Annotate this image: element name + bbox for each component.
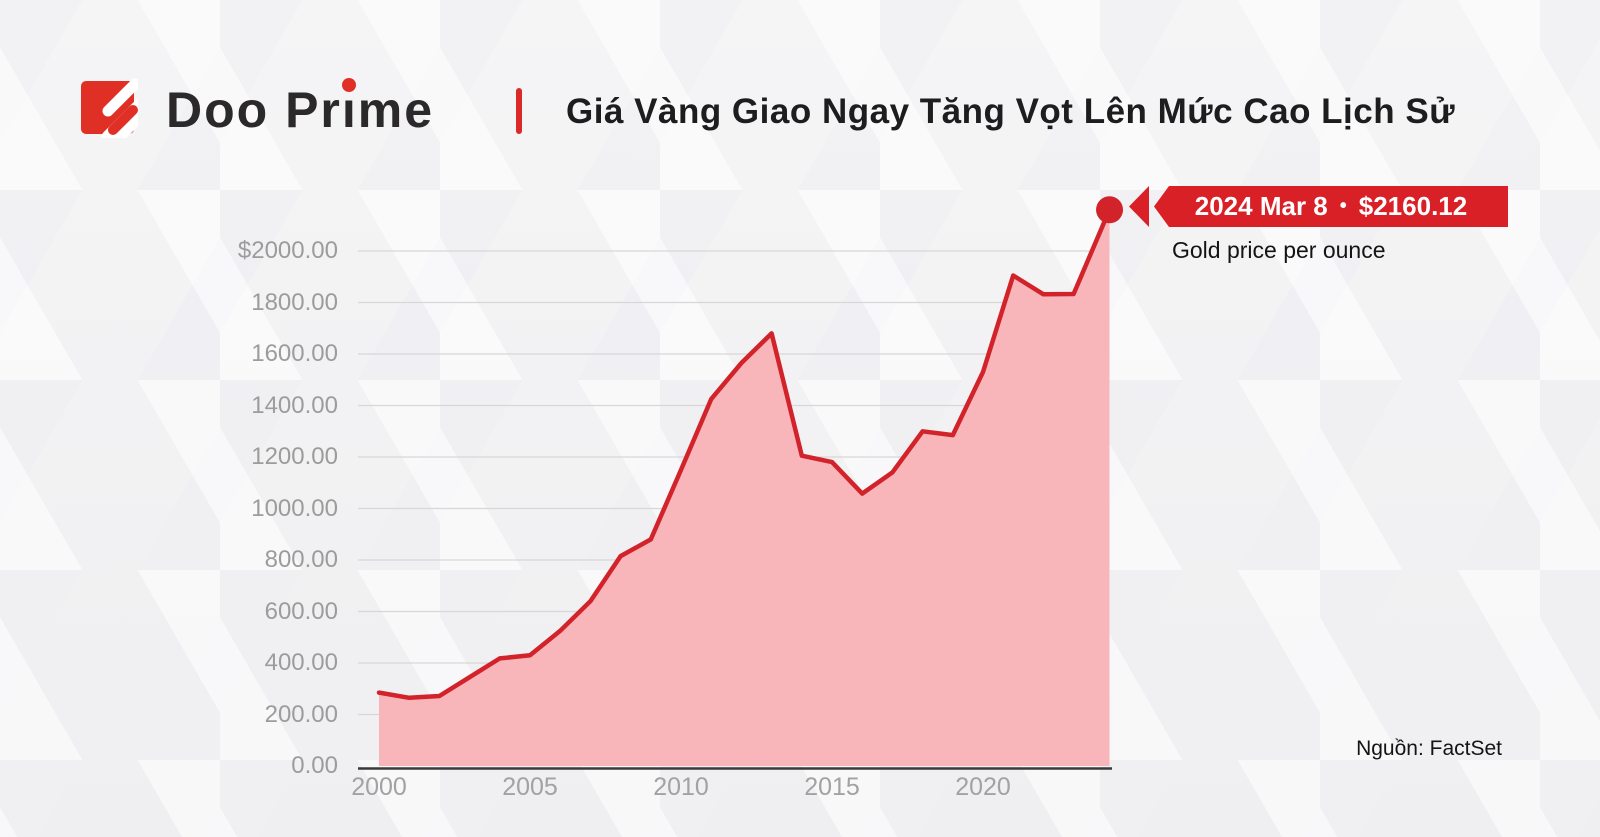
page-title: Giá Vàng Giao Ngay Tăng Vọt Lên Mức Cao … xyxy=(566,92,1456,131)
brand-i-dot xyxy=(342,78,356,92)
brand-wordmark: Doo Prıme xyxy=(166,82,435,138)
x-axis-tick-label: 2010 xyxy=(653,773,709,801)
x-axis-tick-label: 2020 xyxy=(955,773,1011,801)
price-line xyxy=(376,207,1112,701)
y-axis-tick-label: $2000.00 xyxy=(237,237,338,264)
x-axis-tick-label: 2005 xyxy=(502,773,558,801)
y-axis-tick-label: 600.00 xyxy=(264,597,338,625)
y-axis-tick-label: 1800.00 xyxy=(251,288,338,316)
doo-prime-logo-icon xyxy=(81,78,138,138)
y-axis-tick-label: 1200.00 xyxy=(251,443,338,470)
y-axis-tick-label: 0.00 xyxy=(291,752,338,779)
x-axis-tick-label: 2000 xyxy=(351,773,407,801)
source-note: Nguồn: FactSet xyxy=(1356,737,1502,760)
callout-badge: 2024 Mar 8 • $2160.12 xyxy=(1154,186,1508,227)
header-divider xyxy=(516,88,522,134)
x-axis-tick-label: 2015 xyxy=(804,773,860,801)
y-axis-tick-label: 400.00 xyxy=(264,649,338,676)
y-axis-tick-label: 1400.00 xyxy=(251,391,338,419)
y-axis-tick-label: 1000.00 xyxy=(251,494,338,522)
callout-price: $2160.12 xyxy=(1358,191,1468,221)
callout-caption: Gold price per ounce xyxy=(1172,237,1386,263)
callout-date: 2024 Mar 8 xyxy=(1194,191,1328,221)
price-point-marker xyxy=(1096,196,1124,224)
callout-bullet-icon: • xyxy=(1339,195,1347,217)
y-axis-tick-label: 200.00 xyxy=(264,700,338,728)
area-fill xyxy=(379,209,1110,767)
y-axis-tick-label: 800.00 xyxy=(264,546,338,573)
y-axis-tick-label: 1600.00 xyxy=(251,340,338,367)
